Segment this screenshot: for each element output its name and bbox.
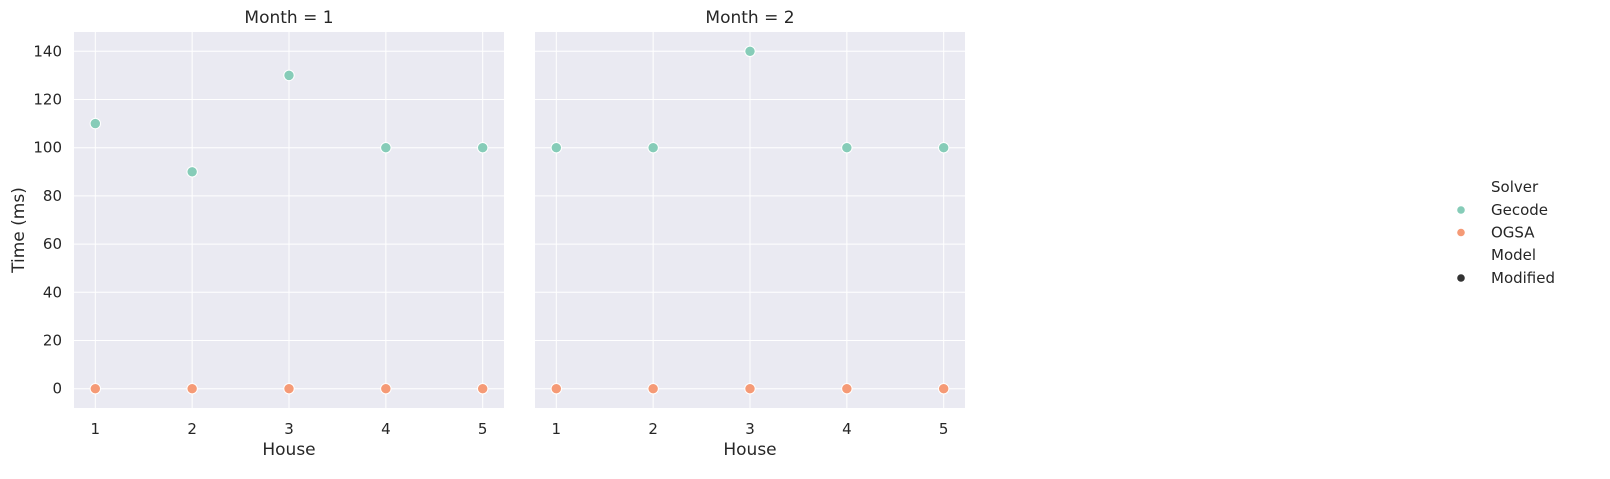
x-tick-label: 1	[552, 420, 562, 438]
y-tick-label: 120	[33, 90, 62, 108]
data-point	[381, 384, 391, 394]
data-point	[381, 142, 391, 152]
x-tick-label: 2	[187, 420, 197, 438]
x-tick-label: 4	[381, 420, 391, 438]
panel-1: 1 2 3 4 5 0 20 40 60 80 100 120 140 Month = 1 House	[33, 8, 504, 460]
legend-marker	[1457, 229, 1465, 237]
legend-entry: Gecode	[1491, 201, 1548, 219]
data-point	[842, 384, 852, 394]
data-point	[284, 70, 294, 80]
y-tick-label: 40	[43, 283, 62, 301]
panel-title: Month = 1	[244, 8, 333, 28]
x-tick-label: 5	[939, 420, 949, 438]
y-axis-label: Time (ms)	[9, 187, 29, 274]
panel-title: Month = 2	[705, 8, 794, 28]
data-point	[284, 384, 294, 394]
data-point	[551, 142, 561, 152]
data-point	[477, 142, 487, 152]
data-point	[938, 384, 948, 394]
x-tick-label: 1	[91, 420, 101, 438]
x-tick-label: 4	[842, 420, 852, 438]
panel-2: 1 2 3 4 5 Month = 2 House	[535, 8, 965, 460]
data-point	[648, 142, 658, 152]
y-tick-label: 20	[43, 332, 62, 350]
legend: Solver Gecode OGSA Model Modified	[1457, 178, 1555, 287]
x-axis-label: House	[262, 440, 315, 460]
data-point	[477, 384, 487, 394]
data-point	[842, 142, 852, 152]
data-point	[938, 142, 948, 152]
data-point	[187, 167, 197, 177]
data-point	[551, 384, 561, 394]
legend-marker	[1457, 206, 1465, 214]
x-tick-label: 3	[745, 420, 755, 438]
data-point	[90, 118, 100, 128]
y-tick-label: 140	[33, 42, 62, 60]
legend-title: Solver	[1491, 178, 1539, 196]
data-point	[745, 46, 755, 56]
data-point	[90, 384, 100, 394]
legend-marker	[1457, 274, 1465, 282]
legend-entry: Modified	[1491, 269, 1555, 287]
y-tick-label: 100	[33, 139, 62, 157]
data-point	[745, 384, 755, 394]
y-tick-label: 0	[52, 380, 62, 398]
data-point	[187, 384, 197, 394]
data-point	[648, 384, 658, 394]
legend-title: Model	[1491, 246, 1536, 264]
x-tick-label: 2	[648, 420, 658, 438]
y-tick-label: 80	[43, 187, 62, 205]
x-tick-label: 3	[284, 420, 294, 438]
x-axis-label: House	[723, 440, 776, 460]
x-tick-label: 5	[478, 420, 488, 438]
y-tick-label: 60	[43, 235, 62, 253]
legend-entry: OGSA	[1491, 224, 1535, 242]
panels-layer: 1 2 3 4 5 0 20 40 60 80 100 120 140 Month = 1 House 1 2 3…	[33, 8, 965, 460]
